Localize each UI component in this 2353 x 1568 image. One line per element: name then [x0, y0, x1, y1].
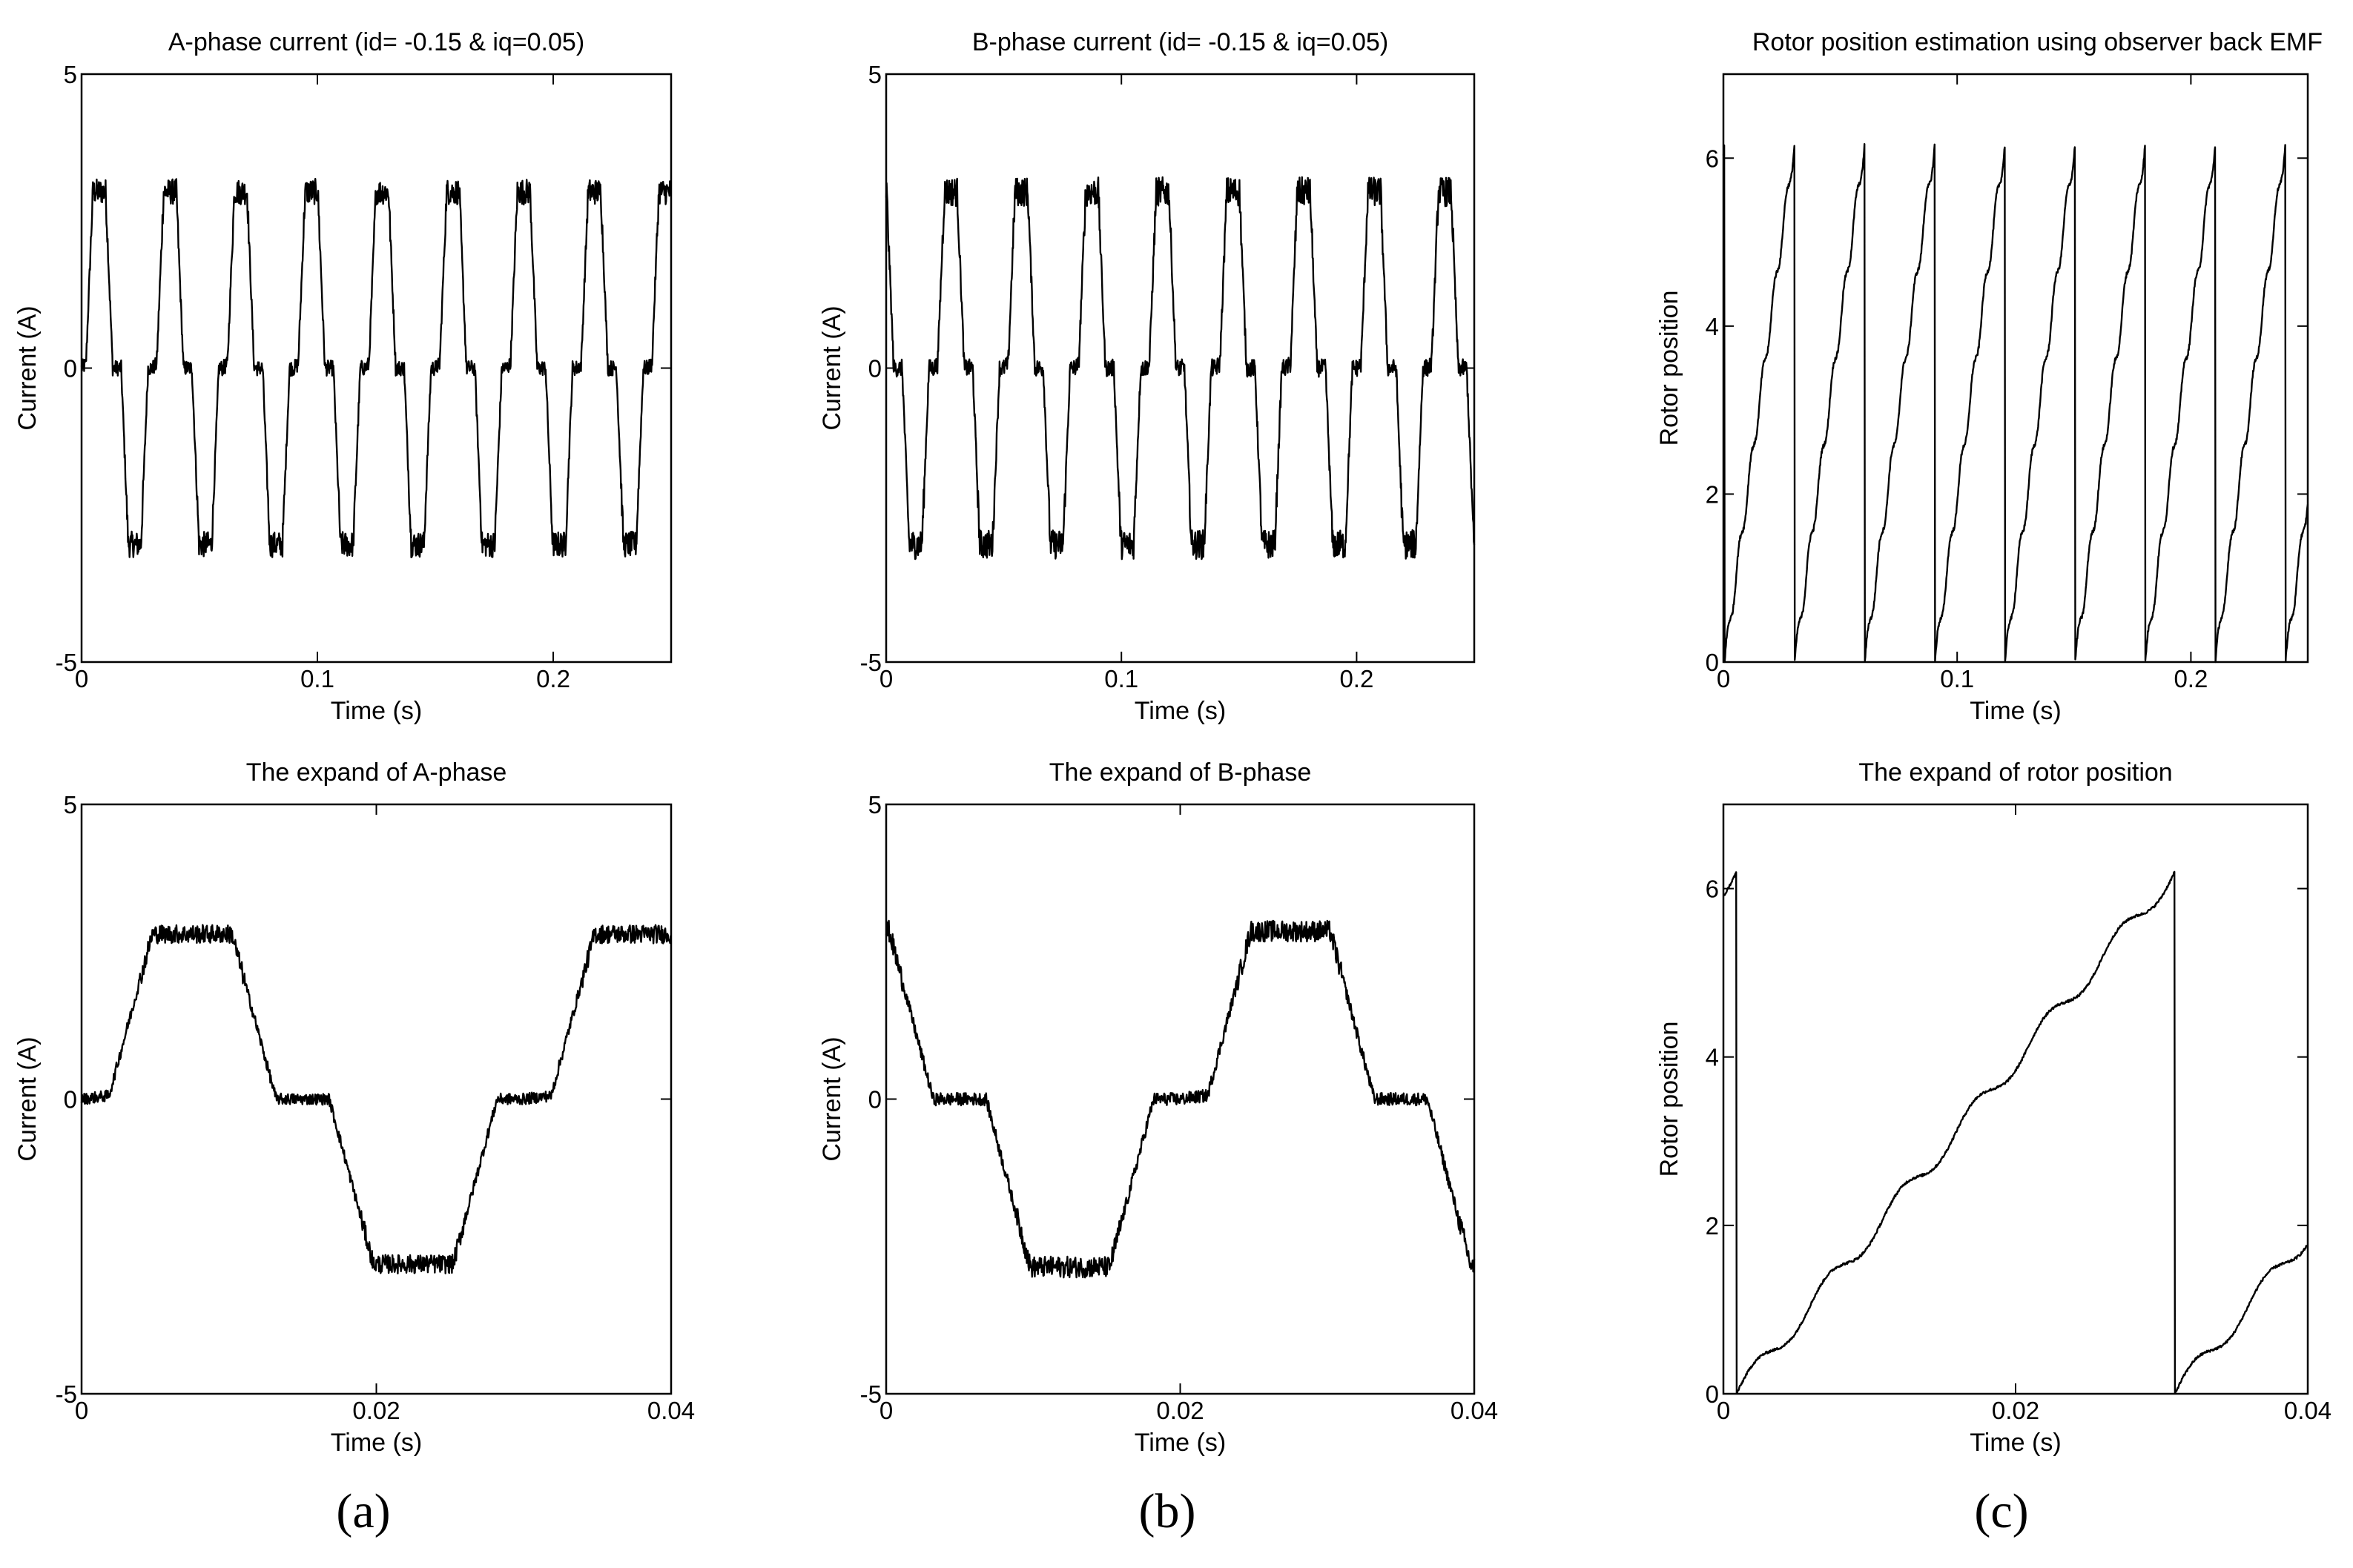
y-axis-label-c-top: Rotor position — [1655, 291, 1683, 446]
y-tick-label: -5 — [860, 649, 882, 676]
chart-title-a-top: A-phase current (id= -0.15 & iq=0.05) — [168, 28, 584, 56]
x-axis-label-b-top: Time (s) — [1135, 697, 1226, 725]
y-tick-label: 2 — [1706, 480, 1719, 508]
y-tick-label: 5 — [64, 61, 77, 88]
x-tick-label: 0.04 — [2284, 1397, 2331, 1424]
y-tick-label: 0 — [868, 355, 882, 383]
y-tick-label: 5 — [64, 791, 77, 818]
chart-title-b-top: B-phase current (id= -0.15 & iq=0.05) — [972, 28, 1388, 56]
y-tick-label: -5 — [860, 1380, 882, 1408]
chart-title-c-top: Rotor position estimation using observer… — [1752, 28, 2323, 56]
y-tick-label: 0 — [868, 1086, 882, 1114]
x-tick-label: 0.02 — [352, 1397, 400, 1424]
x-tick-label: 0 — [1717, 1397, 1730, 1424]
chart-c-bottom: 0 0.02 0.04 0 2 4 6 The expand of rotor positio… — [1655, 758, 2331, 1457]
x-axis-label-a-bottom: Time (s) — [331, 1429, 422, 1457]
panel-label-a: (a) — [336, 1484, 390, 1538]
plot-frame-c-top — [1722, 73, 2309, 664]
y-tick-label: -5 — [56, 649, 77, 676]
y-tick-label: 4 — [1706, 1044, 1719, 1071]
y-tick-label: 5 — [868, 791, 882, 818]
plot-frame-a-bottom — [80, 803, 673, 1395]
x-tick-label: 0.1 — [1104, 665, 1138, 692]
x-tick-label: 0 — [880, 1397, 893, 1424]
y-tick-label: 0 — [64, 355, 77, 383]
x-tick-label: 0 — [75, 665, 88, 692]
chart-c-top: 0 0.1 0.2 0 2 4 6 Rotor position estimation usi… — [1655, 28, 2323, 725]
y-tick-label: 6 — [1706, 145, 1719, 172]
series-line-b-top — [885, 176, 1476, 560]
x-tick-label: 0.02 — [1992, 1397, 2039, 1424]
x-axis-label-b-bottom: Time (s) — [1135, 1429, 1226, 1457]
x-tick-label: 0.2 — [536, 665, 570, 692]
series-line-c-bottom — [1722, 870, 2309, 1395]
y-tick-label: 4 — [1706, 313, 1719, 340]
x-tick-label: 0 — [880, 665, 893, 692]
x-tick-label: 0.02 — [1156, 1397, 1204, 1424]
series-line-a-bottom — [80, 924, 673, 1274]
x-axis-label-a-top: Time (s) — [331, 697, 422, 725]
plot-frame-a-top — [80, 73, 673, 664]
y-axis-label-a-top: Current (A) — [13, 305, 42, 430]
y-tick-label: 2 — [1706, 1212, 1719, 1240]
x-tick-label: 0 — [75, 1397, 88, 1424]
x-axis-label-c-top: Time (s) — [1970, 697, 2061, 725]
x-tick-label: 0.2 — [2174, 665, 2208, 692]
y-axis-label-b-top: Current (A) — [818, 305, 846, 430]
y-tick-label: 6 — [1706, 876, 1719, 903]
x-tick-label: 0.1 — [1940, 665, 1974, 692]
chart-title-b-bottom: The expand of B-phase — [1049, 758, 1311, 787]
chart-title-c-bottom: The expand of rotor position — [1858, 758, 2172, 787]
y-tick-label: 0 — [64, 1086, 77, 1114]
y-tick-label: 5 — [868, 61, 882, 88]
x-tick-label: 0 — [1717, 665, 1730, 692]
y-tick-label: 0 — [1706, 649, 1719, 676]
x-tick-label: 0.04 — [647, 1397, 695, 1424]
x-tick-label: 0.2 — [1339, 665, 1373, 692]
panel-label-c: (c) — [1974, 1484, 2028, 1538]
series-line-b-bottom — [885, 919, 1476, 1279]
x-axis-label-c-bottom: Time (s) — [1970, 1429, 2061, 1457]
series-line-c-top — [1722, 143, 2309, 664]
y-axis-label-c-bottom: Rotor position — [1655, 1022, 1683, 1177]
panel-label-b: (b) — [1139, 1484, 1196, 1538]
chart-title-a-bottom: The expand of A-phase — [246, 758, 507, 787]
x-tick-label: 0.1 — [300, 665, 334, 692]
x-tick-label: 0.04 — [1451, 1397, 1498, 1424]
y-axis-label-b-bottom: Current (A) — [818, 1036, 846, 1161]
y-tick-label: -5 — [56, 1380, 77, 1408]
y-axis-label-a-bottom: Current (A) — [13, 1036, 42, 1161]
series-line-a-top — [80, 178, 672, 558]
y-tick-label: 0 — [1706, 1380, 1719, 1408]
